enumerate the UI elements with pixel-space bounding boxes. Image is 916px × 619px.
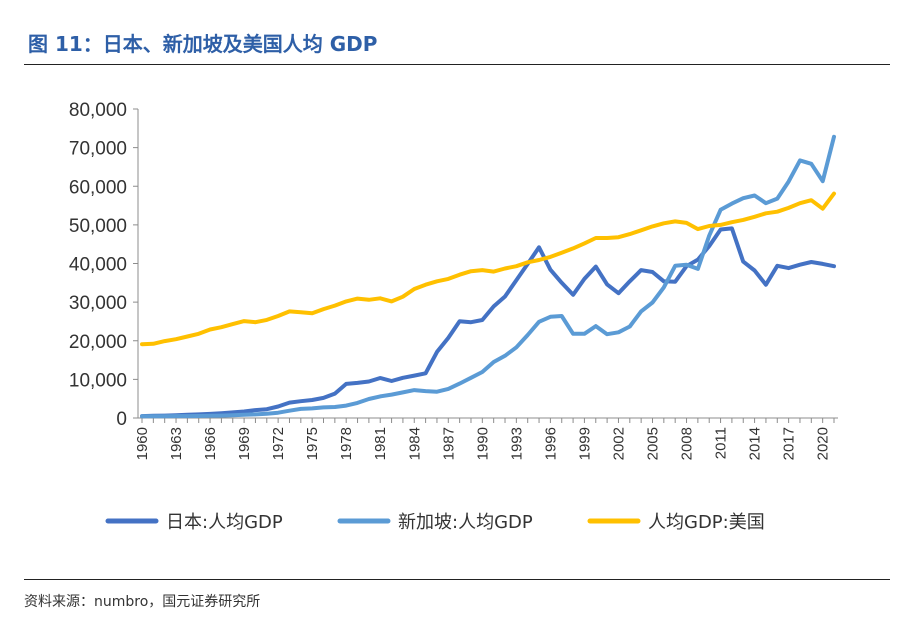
figure-title: 图 11：日本、新加坡及美国人均 GDP	[28, 32, 378, 56]
x-tick-label: 2020	[815, 427, 832, 460]
y-tick-label: 60,000	[69, 177, 127, 198]
x-tick-label: 1984	[406, 427, 423, 460]
y-tick-label: 50,000	[69, 216, 127, 237]
x-tick-label: 1999	[576, 427, 593, 460]
x-tick-label: 1972	[270, 427, 287, 460]
x-tick-label: 2017	[781, 427, 798, 460]
legend-label-0: 日本:人均GDP	[166, 512, 283, 533]
x-tick-label: 1966	[202, 427, 219, 460]
y-tick-label: 30,000	[69, 293, 127, 314]
x-tick-label: 2011	[713, 427, 730, 459]
x-tick-label: 1981	[372, 427, 389, 460]
legend: 日本:人均GDP 新加坡:人均GDP 人均GDP:美国	[105, 512, 765, 533]
x-tick-label: 1987	[440, 427, 457, 460]
series-line-0	[140, 226, 836, 419]
x-axis: 1960 1963 1966 1969 1972 1975 1978 1981 1984 1987…	[134, 417, 838, 460]
source-rule	[24, 579, 890, 580]
x-tick-label: 1996	[542, 427, 559, 460]
legend-label-2: 人均GDP:美国	[648, 512, 765, 533]
x-tick-label: 1975	[304, 427, 321, 460]
x-tick-label: 1990	[474, 427, 491, 460]
y-tick-label: 40,000	[69, 255, 127, 276]
line-chart: 0 10,000 20,000 30,000 40,000 50,000 60,000 70,…	[69, 100, 838, 533]
x-tick-label: 2008	[679, 427, 696, 460]
series-line-1	[140, 134, 836, 419]
x-tick-label: 2014	[747, 427, 764, 460]
x-tick-label: 1960	[134, 427, 151, 460]
y-tick-label: 70,000	[69, 139, 127, 160]
y-tick-label: 10,000	[69, 370, 127, 391]
x-tick-label: 2002	[610, 427, 627, 460]
y-tick-label: 80,000	[69, 100, 127, 121]
y-tick-label: 0	[116, 409, 127, 430]
title-rule	[24, 64, 890, 65]
source-note: 资料来源：numbro，国元证券研究所	[24, 594, 261, 610]
x-tick-label: 1993	[508, 427, 525, 460]
series-layer	[140, 134, 836, 419]
legend-label-1: 新加坡:人均GDP	[398, 512, 533, 533]
x-tick-label: 1963	[168, 427, 185, 460]
y-tick-label: 20,000	[69, 332, 127, 353]
x-tick-label: 1978	[338, 427, 355, 460]
x-tick-label: 1969	[236, 427, 253, 460]
series-line-2	[140, 191, 836, 347]
x-tick-label: 2005	[644, 427, 661, 460]
y-axis: 0 10,000 20,000 30,000 40,000 50,000 60,000 70,…	[69, 100, 139, 430]
